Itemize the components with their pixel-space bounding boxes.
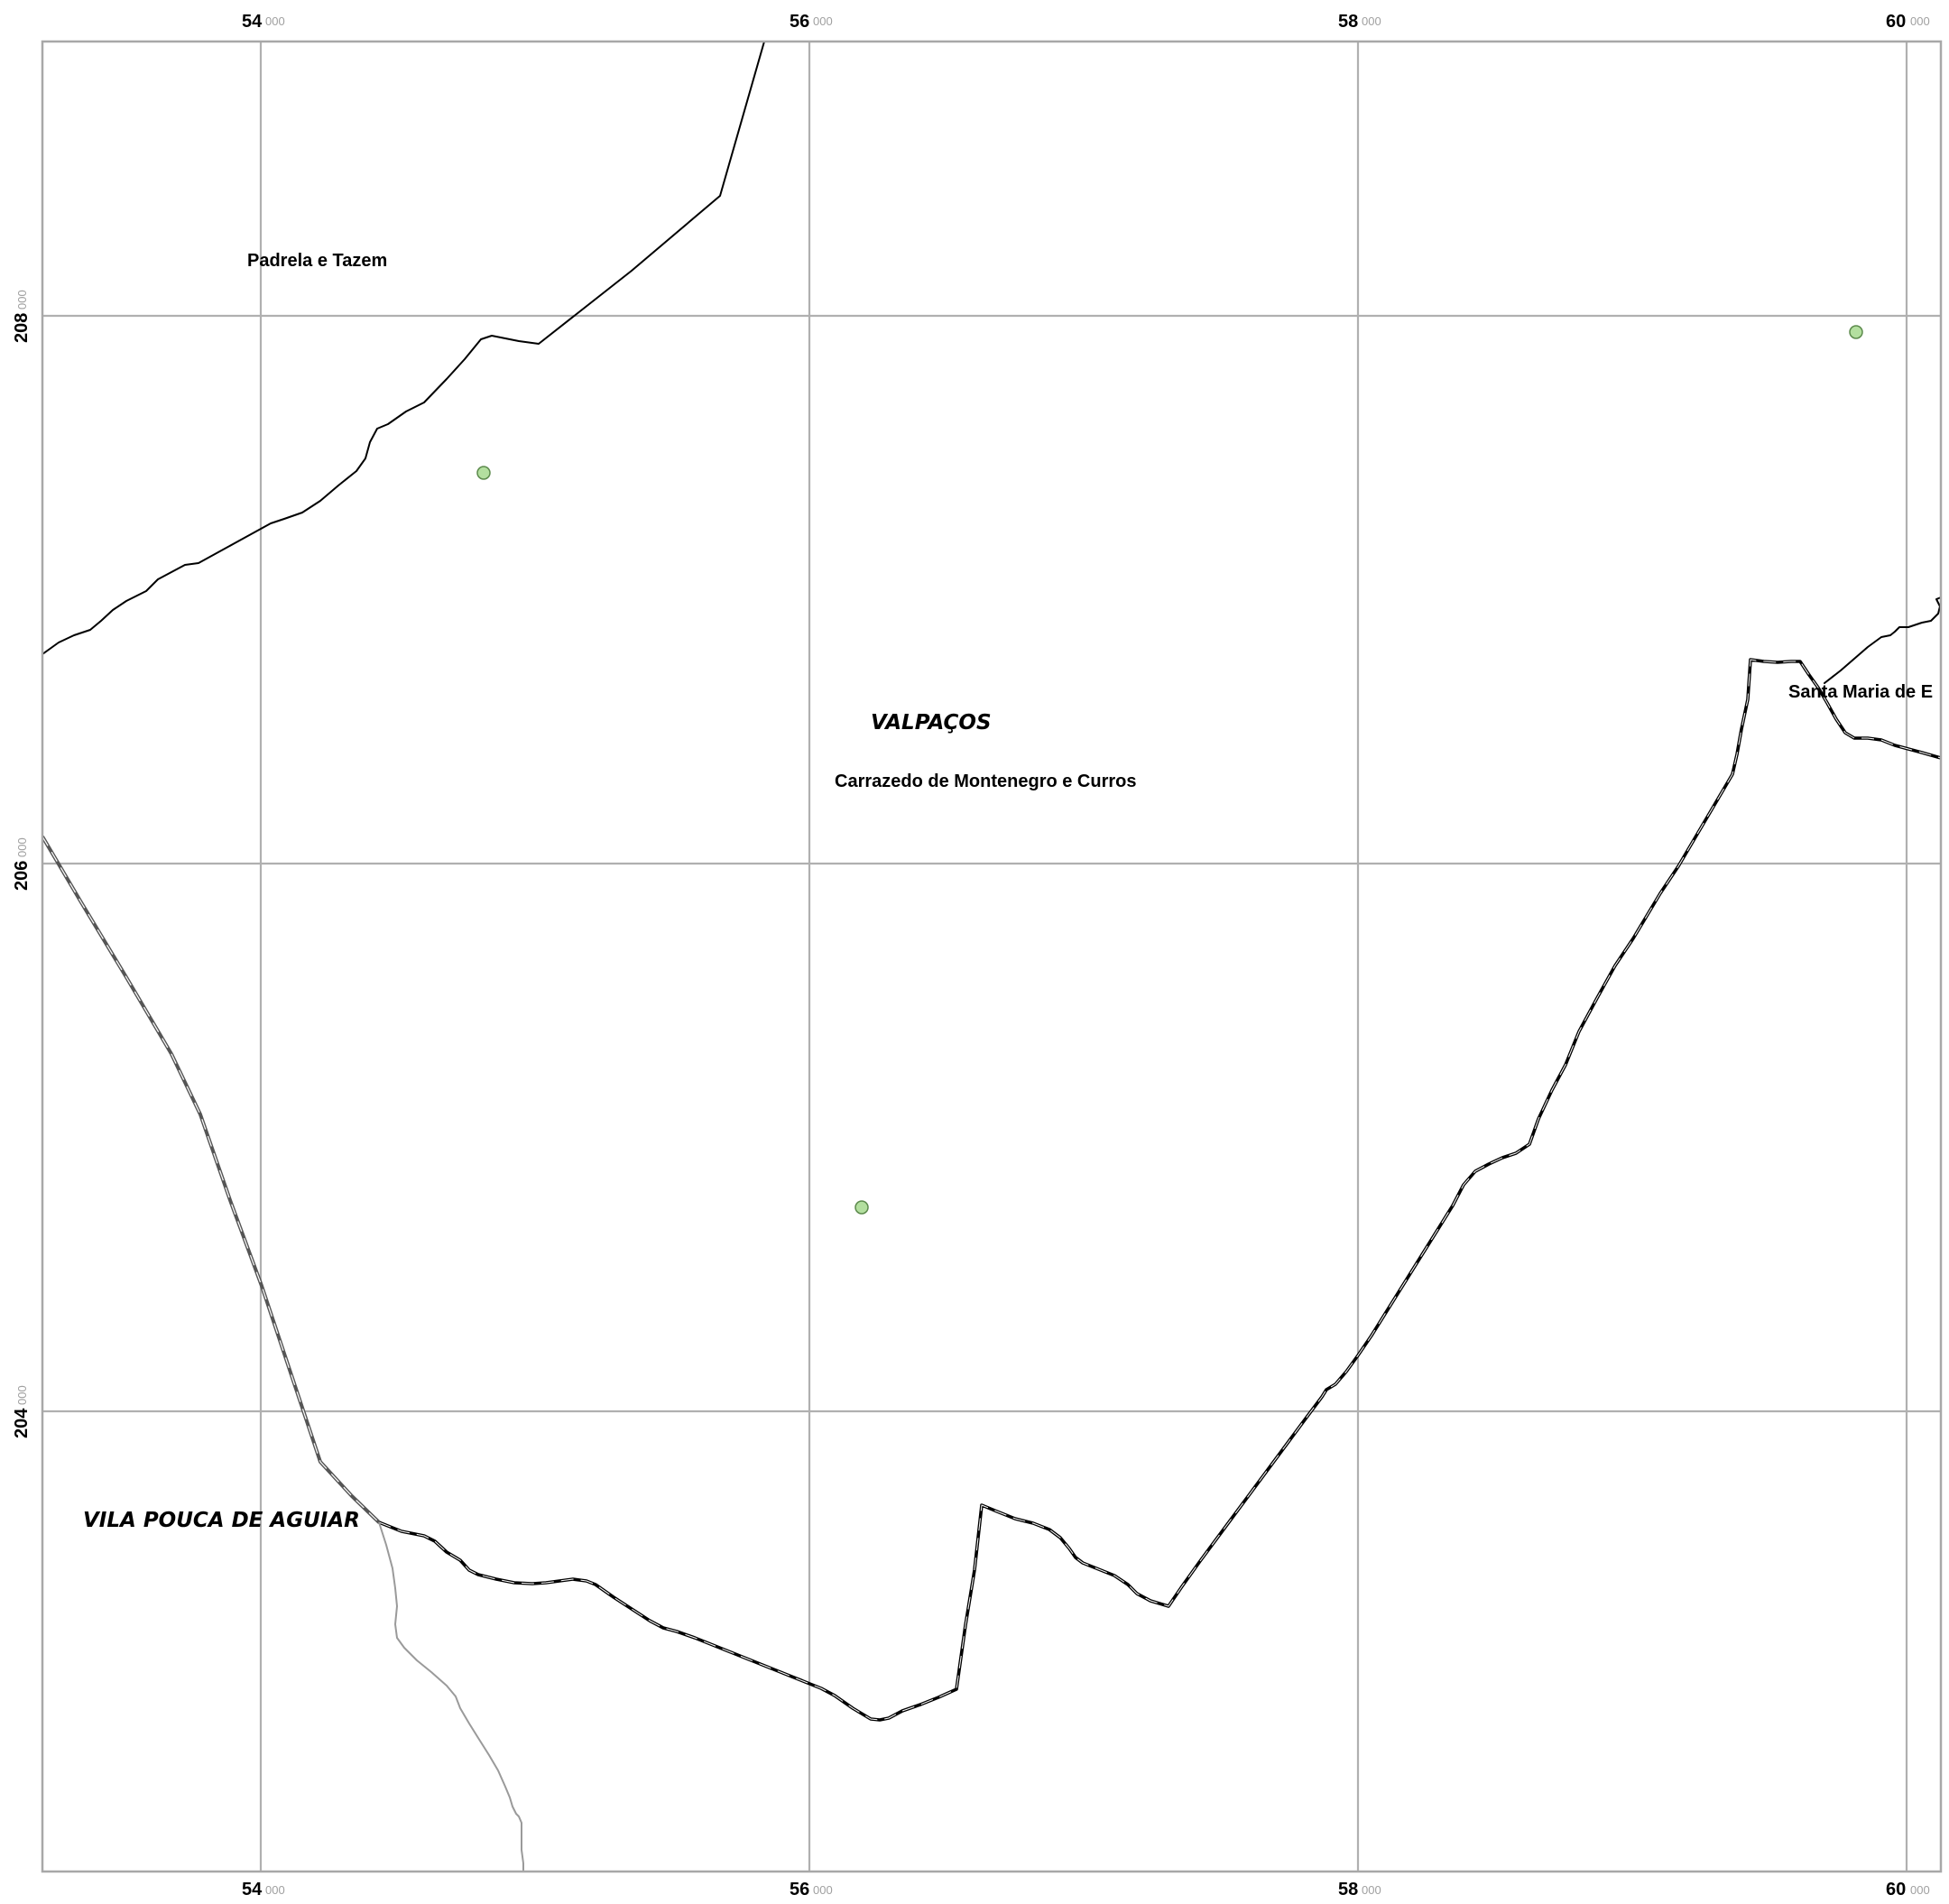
x-axis-labels-bottom: 54 000 56 000 58 000 60 000 bbox=[242, 1880, 1930, 1899]
y-axis-labels-left: 208 000 206 000 204 000 bbox=[12, 290, 32, 1438]
parish-label-carrazedo: Carrazedo de Montenegro e Curros bbox=[835, 772, 1137, 791]
x-tick-top-60000-minor: 000 bbox=[1910, 14, 1930, 28]
x-tick-bottom-54000: 54 bbox=[242, 1880, 263, 1899]
locality-point-1[interactable] bbox=[476, 466, 491, 480]
x-tick-top-58000: 58 bbox=[1338, 12, 1358, 32]
x-tick-bottom-60000: 60 bbox=[1886, 1880, 1906, 1899]
municipality-boundary-valpacos-dash bbox=[378, 659, 1941, 1721]
x-tick-bottom-56000: 56 bbox=[790, 1880, 809, 1899]
municipality-boundary-vila-pouca-dash bbox=[42, 836, 380, 1523]
municipality-label-valpacos: VALPAÇOS bbox=[871, 711, 992, 735]
x-tick-top-58000-minor: 000 bbox=[1362, 14, 1381, 28]
y-tick-208000-minor: 000 bbox=[15, 290, 29, 310]
y-tick-206000-minor: 000 bbox=[15, 837, 29, 857]
x-tick-bottom-60000-minor: 000 bbox=[1910, 1883, 1930, 1897]
x-tick-top-56000: 56 bbox=[790, 12, 809, 32]
locality-point-2[interactable] bbox=[854, 1200, 869, 1215]
x-tick-bottom-58000: 58 bbox=[1338, 1880, 1358, 1899]
parish-boundary-santa-maria bbox=[1824, 596, 1941, 684]
parish-boundary-padrela bbox=[42, 42, 765, 655]
locality-point-3[interactable] bbox=[1849, 325, 1863, 339]
y-tick-204000-minor: 000 bbox=[15, 1385, 29, 1405]
x-tick-top-54000: 54 bbox=[242, 12, 263, 32]
x-axis-labels-top: 54 000 56 000 58 000 60 000 bbox=[242, 12, 1930, 32]
x-tick-top-60000: 60 bbox=[1886, 12, 1906, 32]
x-tick-bottom-58000-minor: 000 bbox=[1362, 1883, 1381, 1897]
municipality-boundary-vila-pouca bbox=[42, 835, 381, 1524]
x-tick-top-56000-minor: 000 bbox=[813, 14, 833, 28]
coordinate-grid bbox=[42, 42, 1941, 1872]
x-tick-top-54000-minor: 000 bbox=[265, 14, 285, 28]
x-tick-bottom-54000-minor: 000 bbox=[265, 1883, 285, 1897]
parish-label-santa-maria: Santa Maria de E bbox=[1788, 682, 1933, 702]
municipality-boundary-valpacos bbox=[377, 658, 1941, 1722]
parish-label-padrela: Padrela e Tazem bbox=[247, 251, 387, 271]
municipality-label-vila-pouca: VILA POUCA DE AGUIAR bbox=[83, 1509, 360, 1532]
y-tick-208000: 208 bbox=[12, 313, 32, 343]
y-tick-206000: 206 bbox=[12, 861, 32, 891]
y-tick-204000: 204 bbox=[12, 1408, 32, 1438]
x-tick-bottom-56000-minor: 000 bbox=[813, 1883, 833, 1897]
map-frame bbox=[41, 40, 1943, 1873]
parish-boundary-south bbox=[378, 1521, 524, 1872]
